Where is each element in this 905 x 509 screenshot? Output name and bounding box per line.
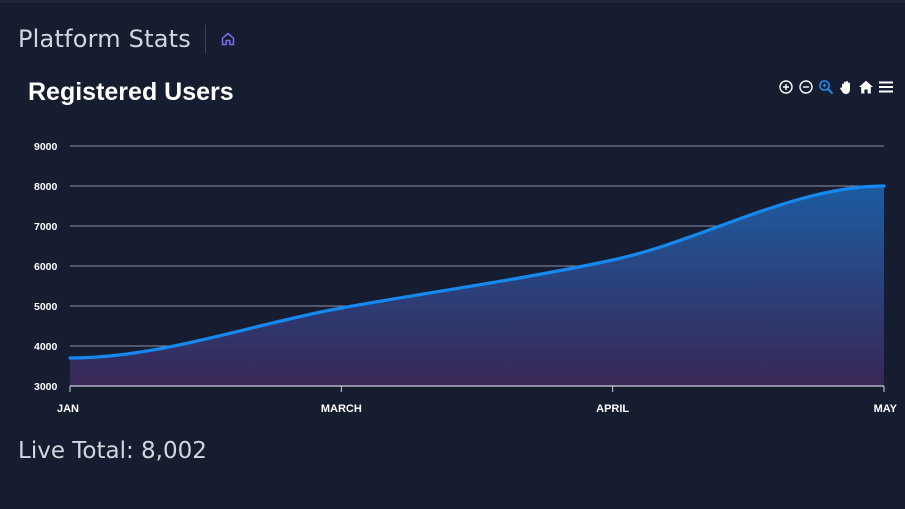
chart-title: Registered Users <box>28 78 234 106</box>
top-strip <box>0 0 905 3</box>
y-tick-label: 6000 <box>34 261 58 273</box>
menu-icon[interactable] <box>877 78 895 96</box>
zoom-out-icon[interactable] <box>797 78 815 96</box>
y-tick-label: 3000 <box>34 381 58 393</box>
zoom-select-icon[interactable] <box>817 78 835 96</box>
x-tick-label: MAY <box>874 403 898 415</box>
home-icon[interactable] <box>219 30 237 48</box>
y-tick-label: 9000 <box>34 141 58 153</box>
page-title: Platform Stats <box>18 25 191 53</box>
x-tick-label: MARCH <box>321 403 362 415</box>
registered-users-chart: 3000 4000 5000 6000 7000 8000 9000 JAN MARCH APR… <box>34 141 898 415</box>
x-axis <box>69 385 885 392</box>
pan-hand-icon[interactable] <box>837 78 855 96</box>
series-line <box>68 184 886 360</box>
x-tick-label: APRIL <box>596 403 629 415</box>
y-tick-label: 5000 <box>34 301 58 313</box>
y-tick-label: 4000 <box>34 341 58 353</box>
header-divider <box>204 25 206 53</box>
y-axis-labels: 3000 4000 5000 6000 7000 8000 9000 <box>34 141 58 393</box>
zoom-in-icon[interactable] <box>777 78 795 96</box>
page-header: Platform Stats <box>18 22 237 56</box>
x-axis-labels: JAN MARCH APRIL MAY <box>57 403 898 415</box>
live-total: Live Total: 8,002 <box>18 438 207 464</box>
chart-toolbar <box>775 78 895 96</box>
y-tick-label: 7000 <box>34 221 58 233</box>
x-tick-label: JAN <box>57 403 79 415</box>
reset-home-icon[interactable] <box>857 78 875 96</box>
y-tick-label: 8000 <box>34 181 58 193</box>
